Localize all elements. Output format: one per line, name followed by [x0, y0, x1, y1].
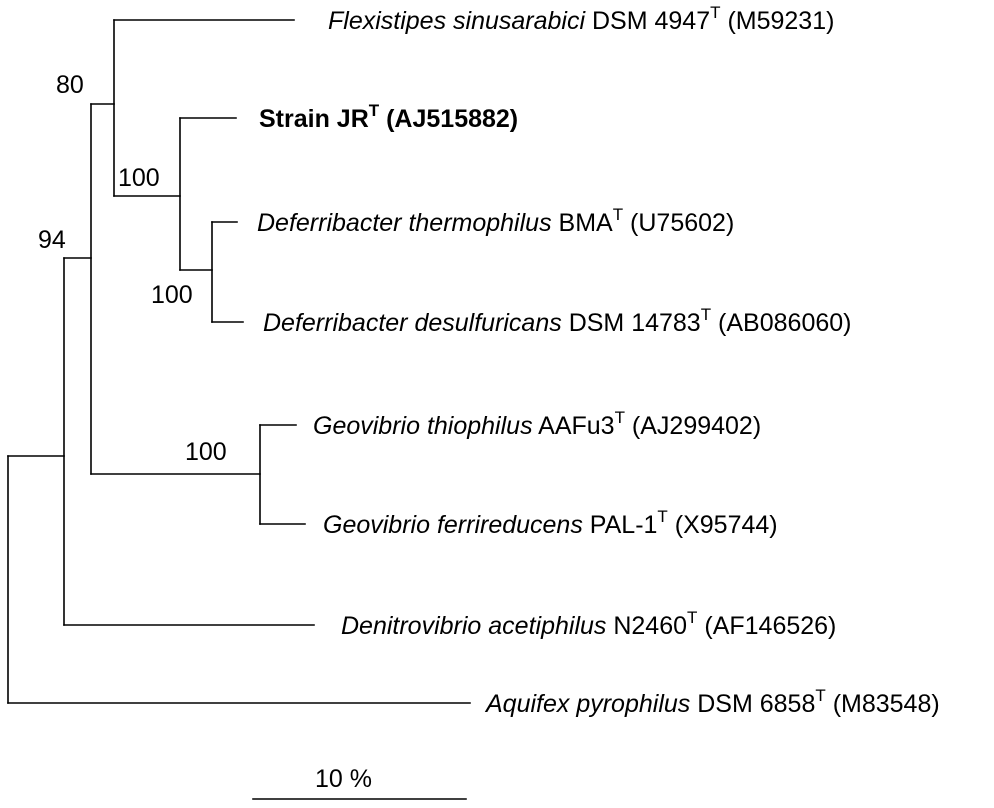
taxon-label-d-thermophilus: Deferribacter thermophilus BMAT (U75602): [257, 205, 734, 237]
type-strain-mark: T: [687, 608, 697, 627]
taxon-accession: (AF146526): [697, 612, 836, 640]
taxon-label-d-desulfuricans: Deferribacter desulfuricans DSM 14783T (…: [263, 305, 851, 337]
taxon-strain: PAL-1: [583, 511, 658, 539]
bootstrap-label: 100: [118, 164, 160, 192]
taxon-label-strain-jr: Strain JRT (AJ515882): [259, 101, 518, 133]
taxon-strain: DSM 4947: [585, 7, 710, 35]
bootstrap-label: 80: [56, 71, 84, 99]
taxon-strain: AAFu3: [533, 412, 615, 440]
type-strain-mark: T: [369, 101, 380, 120]
taxon-species-name: Geovibrio thiophilus: [313, 412, 533, 440]
type-strain-mark: T: [701, 305, 711, 324]
taxon-label-g-thiophilus: Geovibrio thiophilus AAFu3T (AJ299402): [313, 408, 761, 440]
taxon-accession: (U75602): [623, 209, 734, 237]
bootstrap-label: 100: [151, 281, 193, 309]
taxon-label-denitrovibrio: Denitrovibrio acetiphilus N2460T (AF1465…: [341, 608, 836, 640]
taxon-species-name: Aquifex pyrophilus: [484, 690, 690, 718]
taxon-label-g-ferrireducens: Geovibrio ferrireducens PAL-1T (X95744): [323, 507, 778, 539]
taxon-strain: Strain JR: [259, 105, 369, 133]
taxon-species-name: Denitrovibrio acetiphilus: [341, 612, 606, 640]
bootstrap-label: 94: [38, 226, 66, 254]
taxon-strain: N2460: [606, 612, 687, 640]
type-strain-mark: T: [710, 3, 720, 22]
taxon-strain: DSM 6858: [690, 690, 815, 718]
tree-branches: [7, 19, 471, 704]
taxon-species-name: Deferribacter desulfuricans: [263, 309, 562, 337]
taxon-accession: (M83548): [826, 690, 940, 718]
taxon-species-name: Flexistipes sinusarabici: [328, 7, 586, 35]
taxon-label-aquifex: Aquifex pyrophilus DSM 6858T (M83548): [484, 686, 940, 718]
taxon-accession: (AJ515882): [379, 105, 518, 133]
taxon-species-name: Deferribacter thermophilus: [257, 209, 552, 237]
taxon-accession: (M59231): [721, 7, 835, 35]
taxon-accession: (X95744): [668, 511, 778, 539]
scale-bar-label: 10 %: [315, 765, 372, 793]
type-strain-mark: T: [615, 408, 625, 427]
bootstrap-label: 100: [185, 438, 227, 466]
type-strain-mark: T: [613, 205, 623, 224]
type-strain-mark: T: [657, 507, 667, 526]
taxon-accession: (AJ299402): [625, 412, 761, 440]
type-strain-mark: T: [815, 686, 825, 705]
taxon-label-flexistipes: Flexistipes sinusarabici DSM 4947T (M592…: [328, 3, 834, 35]
taxon-species-name: Geovibrio ferrireducens: [323, 511, 583, 539]
taxon-strain: BMA: [552, 209, 613, 237]
taxon-strain: DSM 14783: [562, 309, 701, 337]
taxon-accession: (AB086060): [711, 309, 851, 337]
